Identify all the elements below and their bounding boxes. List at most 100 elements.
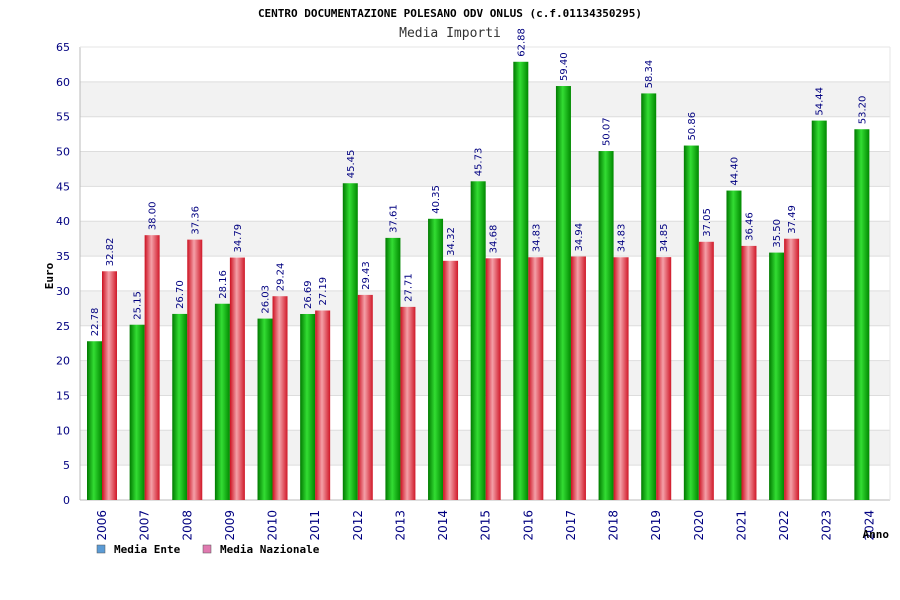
y-tick-label: 50 xyxy=(56,146,70,159)
data-labels: 22.78 25.15 26.70 28.16 26.03 26.69 45.45 37.61… xyxy=(90,28,868,336)
bar-media-ente-2016 xyxy=(513,61,529,500)
x-tick-label: 2008 xyxy=(180,510,194,541)
data-label: 29.24 xyxy=(276,263,287,292)
data-label: 27.71 xyxy=(403,273,414,302)
bar-media-nazionale-2007 xyxy=(144,235,160,500)
y-tick-label: 20 xyxy=(56,355,70,368)
x-tick-label: 2009 xyxy=(223,510,237,541)
bar-media-ente-2012 xyxy=(342,183,358,500)
x-tick-label: 2014 xyxy=(436,510,450,541)
y-tick-label: 65 xyxy=(56,41,70,54)
y-tick-label: 55 xyxy=(56,111,70,124)
data-label: 50.07 xyxy=(602,117,613,146)
data-label: 37.05 xyxy=(702,208,713,237)
bar-media-ente-2017 xyxy=(555,86,571,500)
data-label: 34.94 xyxy=(574,223,585,252)
data-label: 26.03 xyxy=(261,285,272,314)
data-label: 34.32 xyxy=(446,227,457,256)
legend-label-media-ente: Media Ente xyxy=(114,543,181,556)
x-tick-label: 2012 xyxy=(351,510,365,541)
data-label: 34.83 xyxy=(531,224,542,253)
y-tick-label: 5 xyxy=(63,459,70,472)
data-label: 29.43 xyxy=(361,261,372,290)
chart-subtitle: Media Importi xyxy=(399,26,501,41)
data-label: 38.00 xyxy=(148,202,159,231)
x-tick-label: 2020 xyxy=(692,510,706,541)
y-tick-label: 30 xyxy=(56,285,70,298)
x-tick-label: 2013 xyxy=(393,510,407,541)
bar-media-nazionale-2010 xyxy=(272,296,288,500)
data-label: 45.45 xyxy=(346,150,357,179)
bar-media-nazionale-2015 xyxy=(485,258,501,500)
bar-media-nazionale-2022 xyxy=(784,238,800,500)
x-tick-label: 2022 xyxy=(777,510,791,541)
x-tick-label: 2010 xyxy=(266,510,280,541)
bar-media-nazionale-2006 xyxy=(102,271,117,500)
data-label: 25.15 xyxy=(133,291,144,320)
data-label: 34.68 xyxy=(489,225,500,254)
bar-media-ente-2011 xyxy=(300,313,316,500)
grid-band xyxy=(80,81,890,117)
bar-media-ente-2021 xyxy=(726,190,742,500)
y-tick-label: 10 xyxy=(56,424,70,437)
x-tick-label: 2018 xyxy=(607,510,621,541)
bar-media-nazionale-2021 xyxy=(741,245,757,500)
x-axis-ticks: 2006 2007 2008 2009 2010 2011 2012 2013 2014 2015… xyxy=(95,510,876,541)
bar-media-nazionale-2013 xyxy=(400,306,416,500)
legend-swatch-media-nazionale xyxy=(202,544,212,554)
bar-media-ente-2018 xyxy=(598,151,614,501)
data-label: 22.78 xyxy=(90,308,101,337)
data-label: 58.34 xyxy=(644,60,655,89)
data-label: 34.79 xyxy=(233,224,244,253)
data-label: 32.82 xyxy=(105,238,116,267)
bar-media-ente-2006 xyxy=(87,341,102,500)
bar-media-ente-2024 xyxy=(854,129,870,500)
data-label: 35.50 xyxy=(772,219,783,248)
data-label: 37.61 xyxy=(388,204,399,233)
x-tick-label: 2017 xyxy=(564,510,578,541)
y-tick-label: 0 xyxy=(63,494,70,507)
legend: Media Ente Media Nazionale xyxy=(96,543,320,556)
bars xyxy=(87,61,870,501)
bar-media-nazionale-2011 xyxy=(315,310,331,500)
bar-media-nazionale-2009 xyxy=(229,257,245,500)
x-tick-label: 2015 xyxy=(479,510,493,541)
x-tick-label: 2007 xyxy=(138,510,152,541)
bar-media-nazionale-2018 xyxy=(613,257,629,500)
data-label: 34.83 xyxy=(617,224,628,253)
x-tick-label: 2023 xyxy=(820,510,834,541)
y-tick-label: 15 xyxy=(56,389,70,402)
bar-media-ente-2015 xyxy=(470,181,486,501)
y-axis-label: Euro xyxy=(43,262,56,289)
bar-media-ente-2007 xyxy=(129,324,145,500)
data-label: 44.40 xyxy=(729,157,740,186)
bar-media-ente-2023 xyxy=(811,120,827,500)
data-label: 37.49 xyxy=(787,205,798,234)
y-tick-label: 60 xyxy=(56,76,70,89)
bar-media-ente-2009 xyxy=(214,303,230,500)
data-label: 26.70 xyxy=(175,280,186,309)
bar-media-ente-2020 xyxy=(683,145,699,500)
data-label: 40.35 xyxy=(431,185,442,214)
data-label: 27.19 xyxy=(318,277,329,306)
x-tick-label: 2016 xyxy=(521,510,535,541)
y-tick-label: 25 xyxy=(56,320,70,333)
data-label: 54.44 xyxy=(815,87,826,116)
bar-media-nazionale-2014 xyxy=(443,260,459,500)
data-label: 62.88 xyxy=(516,28,527,57)
y-tick-label: 35 xyxy=(56,250,70,263)
bar-media-ente-2022 xyxy=(769,252,785,500)
grid-band xyxy=(80,151,890,187)
data-label: 45.73 xyxy=(474,148,485,177)
data-label: 59.40 xyxy=(559,52,570,81)
bar-media-nazionale-2020 xyxy=(698,241,714,501)
data-label: 26.69 xyxy=(303,280,314,309)
bar-media-nazionale-2016 xyxy=(528,257,544,500)
chart-title: CENTRO DOCUMENTAZIONE POLESANO ODV ONLUS… xyxy=(258,7,642,20)
y-tick-label: 40 xyxy=(56,215,70,228)
y-axis-ticks: 0 5 10 15 20 25 30 35 40 45 50 55 60 65 xyxy=(56,41,70,507)
x-tick-label: 2011 xyxy=(308,510,322,541)
x-tick-label: 2006 xyxy=(95,510,109,541)
data-label: 36.46 xyxy=(744,212,755,241)
